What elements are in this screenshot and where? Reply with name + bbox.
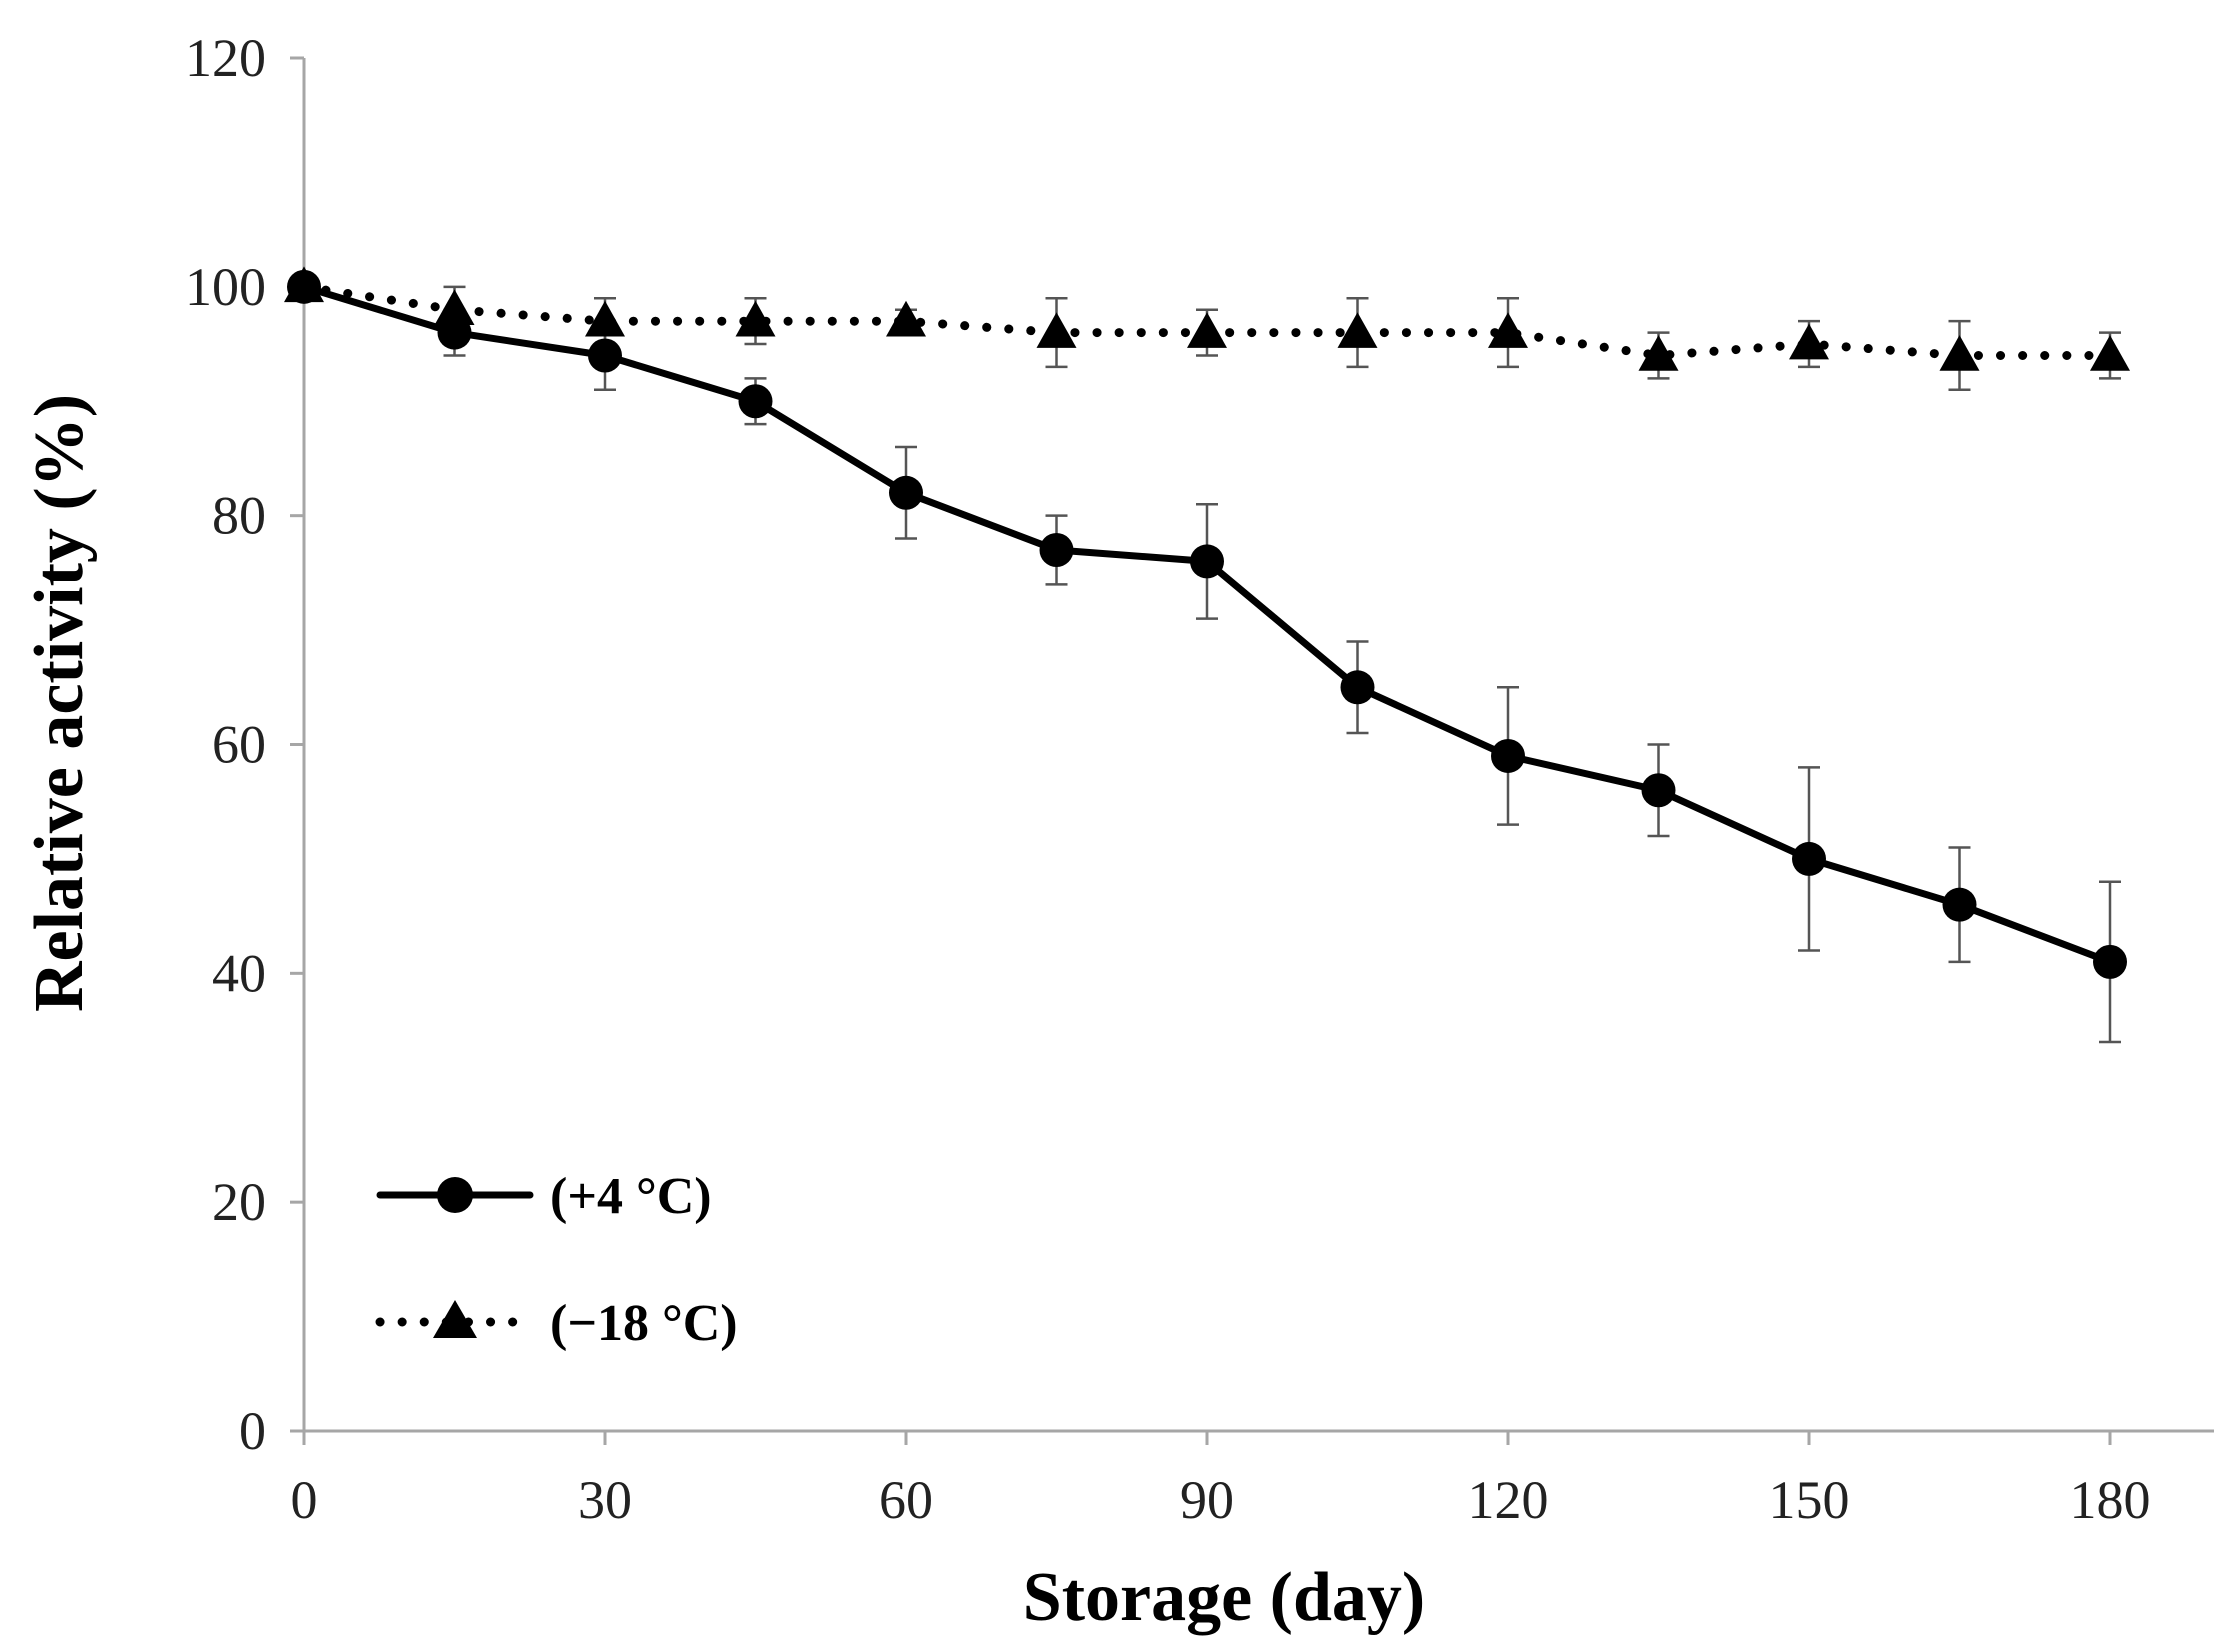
data-point-plus4 — [889, 475, 923, 510]
data-point-minus18 — [886, 300, 926, 337]
data-point-minus18 — [1789, 323, 1829, 360]
legend-label-plus4: (+4 °C) — [550, 1168, 712, 1225]
legend: (+4 °C) (−18 °C) — [375, 1168, 738, 1352]
legend-item-plus4: (+4 °C) — [376, 1168, 712, 1225]
data-point-plus4 — [738, 384, 773, 419]
data-point-plus4 — [1039, 532, 1074, 567]
x-tick-label: 150 — [1769, 1470, 1850, 1530]
y-axis-title: Relative activity (%) — [21, 394, 98, 1012]
data-point-minus18 — [1488, 312, 1528, 348]
data-point-plus4 — [2093, 944, 2127, 979]
series-line-plus4 — [300, 283, 2114, 966]
data-point-plus4 — [1942, 887, 1977, 922]
data-point-plus4 — [1641, 773, 1676, 808]
y-tick-label: 0 — [239, 1401, 266, 1461]
data-point-plus4 — [1340, 670, 1375, 705]
x-tick-label: 60 — [879, 1470, 933, 1530]
data-point-plus4 — [1792, 841, 1826, 876]
data-point-minus18 — [434, 289, 475, 326]
y-tick-label: 40 — [212, 943, 266, 1003]
y-tick-label: 100 — [185, 257, 266, 317]
x-tick-label: 180 — [2070, 1470, 2151, 1530]
data-point-minus18 — [1638, 335, 1679, 371]
x-axis-title: Storage (day) — [1023, 1559, 1425, 1636]
axes: 0 20 40 60 80 100 120 0 30 60 90 120 150 180 — [185, 28, 2214, 1530]
x-tick-label: 120 — [1468, 1470, 1549, 1530]
data-point-plus4 — [1190, 544, 1224, 579]
y-tick-label: 120 — [185, 28, 266, 88]
data-point-minus18 — [1337, 312, 1378, 348]
data-point-plus4 — [1491, 738, 1525, 773]
series-lines — [299, 282, 2115, 966]
legend-marker-plus4 — [437, 1177, 473, 1213]
data-point-minus18 — [1036, 312, 1077, 348]
x-tick-label: 30 — [578, 1470, 632, 1530]
error-bars — [443, 285, 2121, 1044]
series-markers — [284, 266, 2130, 979]
legend-item-minus18: (−18 °C) — [375, 1295, 738, 1352]
data-point-plus4 — [588, 338, 622, 373]
x-tick-label: 0 — [291, 1470, 318, 1530]
data-point-minus18 — [284, 266, 324, 303]
data-point-minus18 — [1187, 312, 1227, 348]
legend-label-minus18: (−18 °C) — [550, 1295, 738, 1352]
legend-marker-minus18 — [433, 1300, 477, 1338]
data-point-minus18 — [585, 300, 625, 337]
y-tick-label: 20 — [212, 1172, 266, 1232]
y-tick-label: 60 — [212, 715, 266, 775]
data-point-minus18 — [735, 300, 776, 337]
data-point-minus18 — [2090, 335, 2130, 371]
x-tick-label: 90 — [1180, 1470, 1234, 1530]
y-tick-label: 80 — [212, 486, 266, 546]
data-point-minus18 — [1939, 335, 1980, 371]
